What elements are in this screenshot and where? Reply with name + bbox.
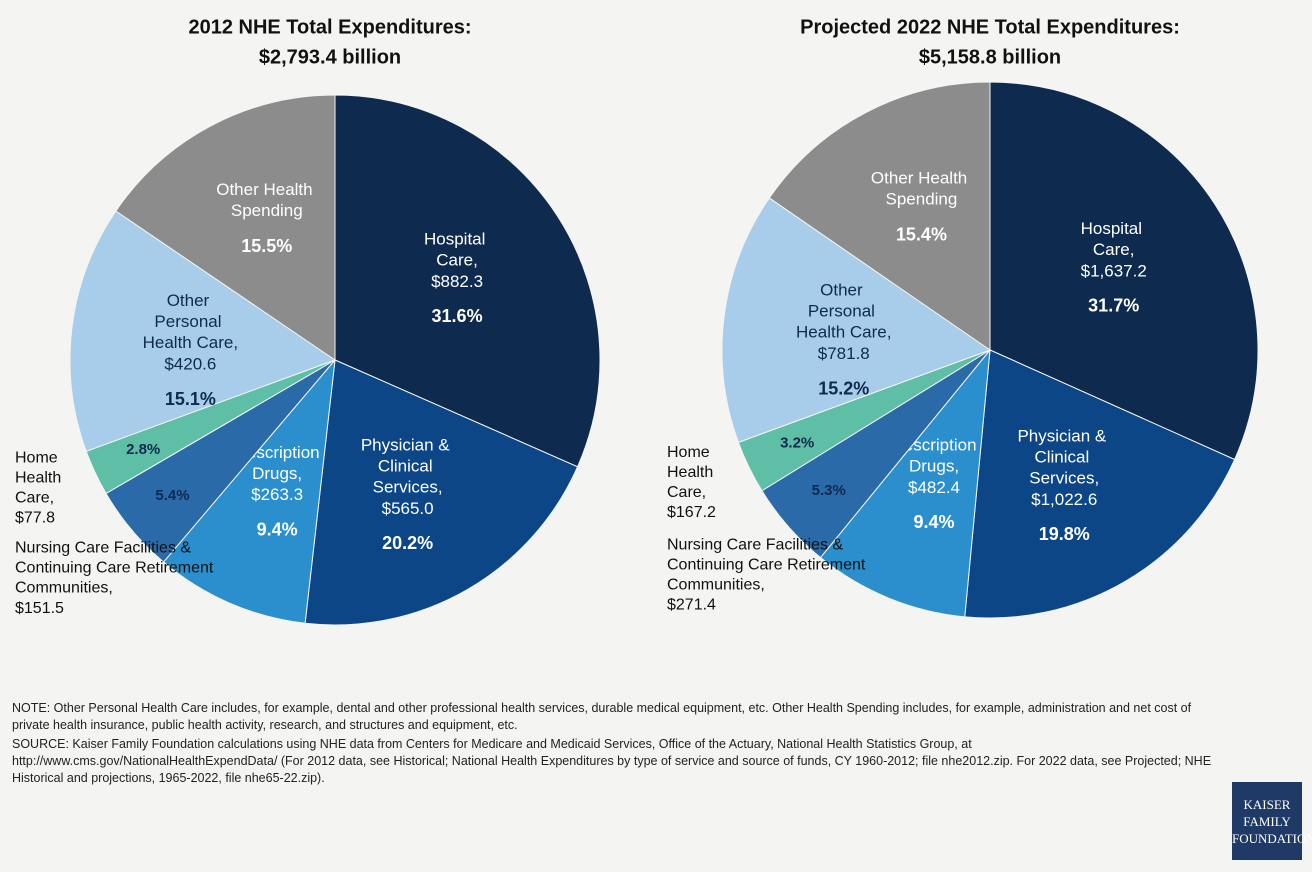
pie-slice <box>819 348 991 618</box>
value-label: 31.6% <box>432 306 483 326</box>
value-label: 5.4% <box>155 487 189 504</box>
slice-amount: $271.4 <box>667 597 716 614</box>
label-line: Spending <box>231 202 303 221</box>
label-line: Services, <box>373 478 443 497</box>
label-line: Care, <box>15 490 54 507</box>
slice-amount: $420.6 <box>164 355 216 374</box>
notes: NOTE: Other Personal Health Care include… <box>12 700 1212 789</box>
slice-amount: $167.2 <box>667 504 716 521</box>
label-line: Clinical <box>378 457 438 476</box>
label-line: Personal <box>154 313 226 332</box>
label-line: Continuing Care Retirement <box>667 557 870 574</box>
label-line: Health <box>15 470 66 487</box>
slice-label: Hospital Care, <box>424 230 490 270</box>
label-line: Personal <box>808 302 880 321</box>
label-line: Clinical <box>1034 448 1094 467</box>
value-label: 15.4% <box>896 224 947 244</box>
label-line: Health Care, <box>796 323 891 342</box>
value-label: 2.8% <box>126 441 160 458</box>
label-line: Nursing Care Facilities & <box>667 537 848 554</box>
label-line: Physician & <box>361 436 455 455</box>
label-line: Other <box>167 292 214 311</box>
label-line: Other Health <box>871 169 972 188</box>
slice-label: Other Personal Health Care, <box>143 292 238 353</box>
pie-slice <box>721 197 992 444</box>
slice-amount: $77.8 <box>15 510 55 527</box>
chart-subtitle: $5,158.8 billion <box>919 46 1061 68</box>
value-label: 5.3% <box>812 482 846 499</box>
slice-amount: $1,022.6 <box>1031 490 1097 509</box>
slice-label: Other Health Spending <box>216 181 317 221</box>
value-label: 20.2% <box>382 533 433 553</box>
label-line: Communities, <box>667 577 765 594</box>
value-label: 3.2% <box>780 435 814 452</box>
pie-slice <box>334 94 601 468</box>
slice-label: Home Health Care, <box>15 450 66 507</box>
chart-subtitle: $2,793.4 billion <box>259 46 401 68</box>
value-label: 31.7% <box>1088 296 1139 316</box>
chart: 2012 NHE Total Expenditures: $2,793.4 bi… <box>15 16 1259 626</box>
slice-amount: $482.4 <box>908 478 960 497</box>
value-label: 9.4% <box>257 520 298 540</box>
slice-label: Nursing Care Facilities & Continuing Car… <box>667 537 870 594</box>
label-line: Home <box>667 444 714 461</box>
label-line: Other Health <box>216 181 317 200</box>
value-label: 9.4% <box>914 512 955 532</box>
slice-label: Nursing Care Facilities & Continuing Car… <box>15 540 218 597</box>
chart-title: 2012 NHE Total Expenditures: <box>188 16 471 38</box>
label-line: Continuing Care Retirement <box>15 560 218 577</box>
label-line: Communities, <box>15 580 113 597</box>
label-line: Nursing Care Facilities & <box>15 540 196 557</box>
logo-text: FAMILY <box>1243 813 1291 829</box>
slice-label: Physician & Clinical Services, <box>361 436 455 497</box>
label-line: Home <box>15 450 62 467</box>
label-line: Health <box>667 464 718 481</box>
value-label: 15.5% <box>241 236 292 256</box>
label-line: Care, <box>667 484 706 501</box>
slice-label: Physician & Clinical Services, <box>1017 427 1111 488</box>
label-line: Care, <box>1093 240 1135 259</box>
label-line: Care, <box>436 251 478 270</box>
slice-amount: $1,637.2 <box>1081 261 1147 280</box>
pie-slice <box>304 359 579 626</box>
slice-amount: $565.0 <box>382 499 434 518</box>
note: NOTE: Other Personal Health Care include… <box>12 701 1192 732</box>
slice-amount: $263.3 <box>251 485 303 504</box>
pie-slice <box>964 349 1236 619</box>
slice-amount: $151.5 <box>15 600 64 617</box>
label-line: Hospital <box>1081 219 1147 238</box>
label-line: Services, <box>1029 469 1099 488</box>
slice-label: Other Health Spending <box>871 169 972 209</box>
pie-slice <box>69 210 337 452</box>
slice-amount: $882.3 <box>431 272 483 291</box>
label-line: Hospital <box>424 230 490 249</box>
source: SOURCE: Kaiser Family Foundation calcula… <box>12 737 1212 785</box>
logo-text: FOUNDATION <box>1232 830 1312 846</box>
slice-label: Other Personal Health Care, <box>796 281 891 342</box>
slice-label: Hospital Care, <box>1081 219 1147 259</box>
slice-label: Home Health Care, <box>667 444 718 501</box>
label-line: Spending <box>886 190 958 209</box>
value-label: 19.8% <box>1039 524 1090 544</box>
value-label: 15.2% <box>818 378 869 398</box>
logo: KAISER FAMILY FOUNDATION <box>1232 782 1312 860</box>
logo-text: KAISER <box>1243 796 1291 812</box>
label-line: Physician & <box>1017 427 1111 446</box>
pie-slice <box>162 358 336 624</box>
pie-slice <box>115 94 336 361</box>
label-line: Other <box>820 281 867 300</box>
pie-slice <box>768 81 991 351</box>
chart-title: Projected 2022 NHE Total Expenditures: <box>800 16 1180 38</box>
label-line: Health Care, <box>143 334 238 353</box>
label-line: Drugs, <box>909 457 959 476</box>
pie-slice <box>989 81 1259 461</box>
value-label: 15.1% <box>165 389 216 409</box>
slice-amount: $781.8 <box>818 344 870 363</box>
label-line: Drugs, <box>252 464 302 483</box>
